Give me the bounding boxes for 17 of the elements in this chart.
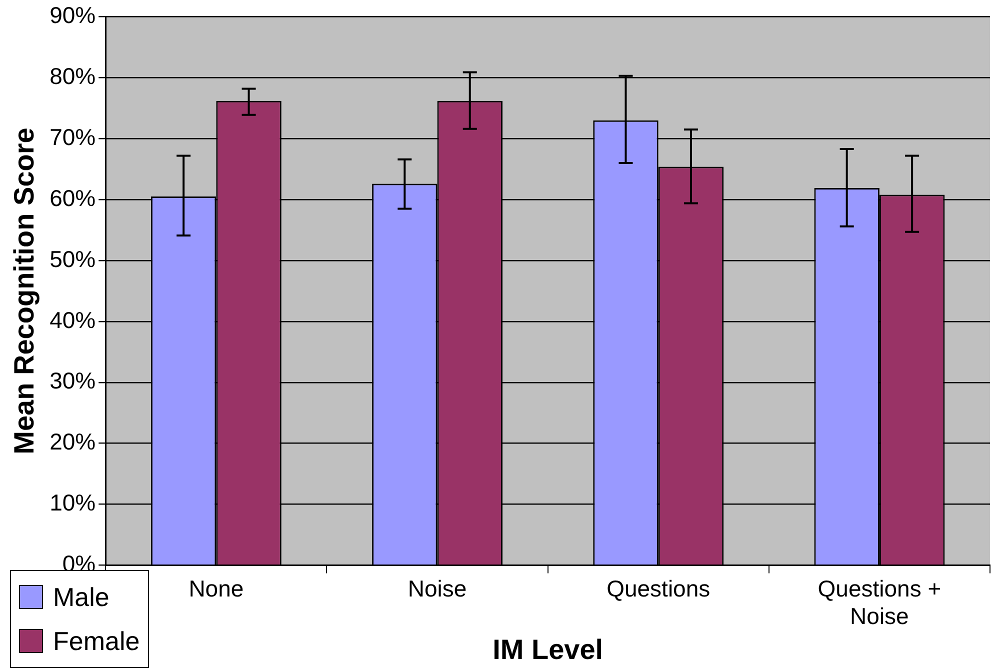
y-tick-label: 10% <box>50 490 96 516</box>
x-tick-label: Noise <box>408 575 467 602</box>
x-tick-label: Questions + Noise <box>818 575 942 629</box>
y-axis-title: Mean Recognition Score <box>8 128 40 454</box>
y-tick-label: 90% <box>50 2 96 28</box>
y-tick-label: 80% <box>50 63 96 90</box>
y-tick-label: 40% <box>50 306 96 333</box>
legend-label: Female <box>53 626 140 656</box>
y-tick-label: 30% <box>50 368 96 394</box>
x-axis-title: IM Level <box>492 634 604 665</box>
y-tick-label: 70% <box>50 124 96 150</box>
y-tick-label: 50% <box>50 246 96 272</box>
legend-label: Male <box>53 582 110 612</box>
y-tick-label: 20% <box>50 428 96 455</box>
x-tick-label: None <box>188 575 244 602</box>
x-tick-label: Questions <box>606 575 710 602</box>
y-tick-label: 60% <box>50 184 96 211</box>
